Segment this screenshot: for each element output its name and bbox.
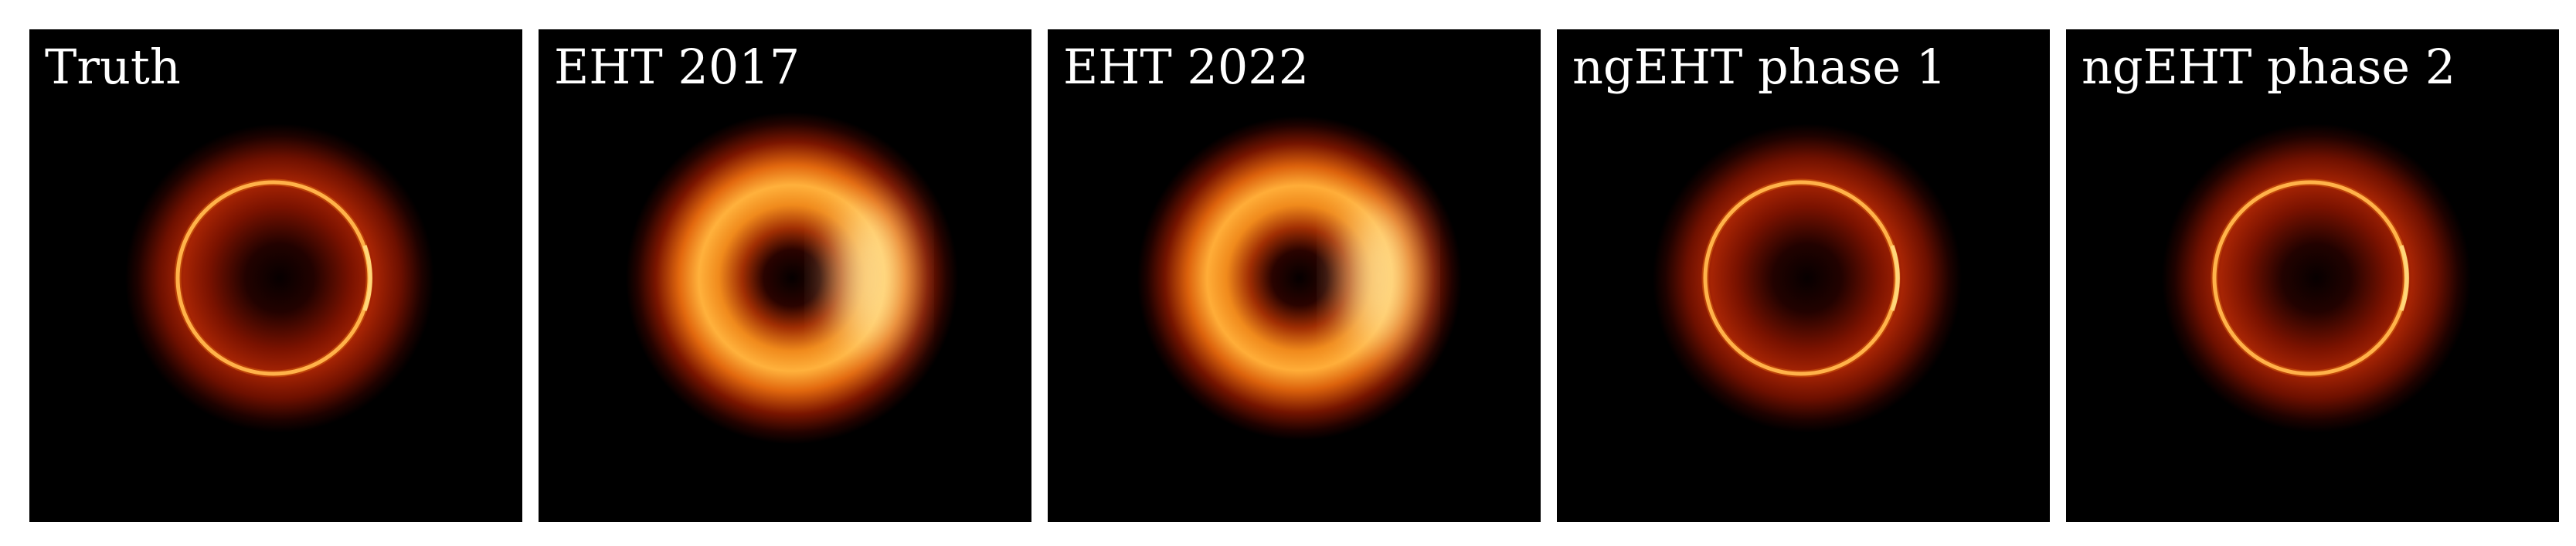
- truth-image: [29, 29, 522, 522]
- panel-label: Truth: [45, 39, 181, 95]
- eht-2022-image: [1048, 29, 1541, 522]
- panel-ngeht-phase-2: ngEHT phase 2: [2066, 29, 2559, 522]
- ngeht-phase-2-image: [2066, 29, 2559, 522]
- panel-label: ngEHT phase 2: [2082, 39, 2456, 95]
- panel-label: EHT 2022: [1063, 39, 1310, 95]
- panel-eht-2017: EHT 2017: [539, 29, 1031, 522]
- panel-label: EHT 2017: [554, 39, 800, 95]
- panel-ngeht-phase-1: ngEHT phase 1: [1557, 29, 2050, 522]
- ngeht-phase-1-image: [1557, 29, 2050, 522]
- panel-truth: Truth: [29, 29, 522, 522]
- eht-2017-image: [539, 29, 1031, 522]
- panel-eht-2022: EHT 2022: [1048, 29, 1541, 522]
- panel-label: ngEHT phase 1: [1572, 39, 1947, 95]
